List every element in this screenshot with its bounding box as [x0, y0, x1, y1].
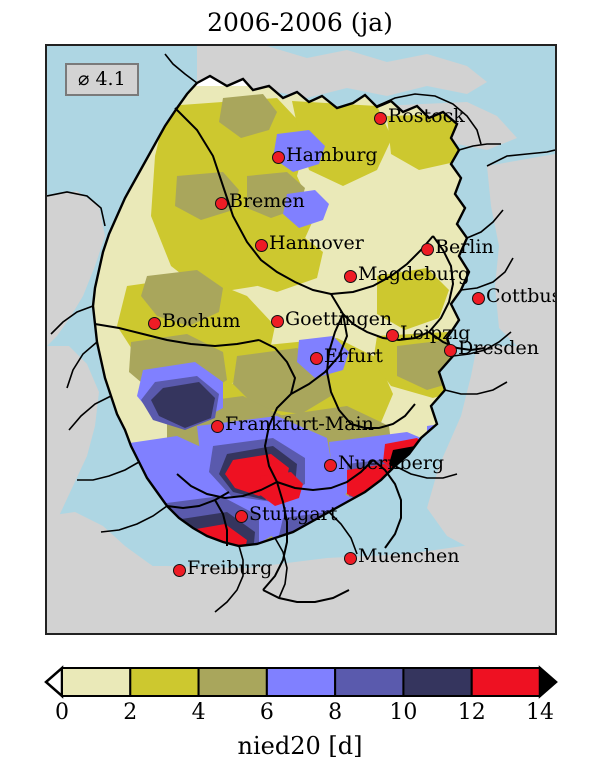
city-dot-icon	[214, 196, 228, 210]
colorbar-tick: 6	[259, 700, 274, 725]
national-border	[91, 74, 471, 548]
mean-annotation-box: ⌀ 4.1	[65, 63, 139, 96]
city-dot-icon	[343, 551, 357, 565]
colorbar-band	[197, 667, 268, 697]
colorbar-band	[129, 667, 200, 697]
city-label: Nuernberg	[338, 452, 445, 474]
colorbar-tick: 0	[55, 700, 69, 725]
city-label: Hannover	[269, 232, 364, 254]
city-label: Magdeburg	[358, 263, 470, 285]
city-label: Dresden	[458, 337, 539, 359]
city-dot-icon	[234, 509, 248, 523]
colorbar-tick-labels: 0 2 4 6 8 10 12 14	[0, 700, 600, 730]
city-label: Stuttgart	[249, 503, 338, 525]
colorbar-swatches	[44, 665, 558, 699]
city-dot-icon	[147, 316, 161, 330]
colorbar-under-arrow	[44, 665, 64, 699]
city-dot-icon	[343, 269, 357, 283]
colorbar-axis-label: nied20 [d]	[237, 732, 363, 760]
city-dot-icon	[210, 419, 224, 433]
colorbar-tick: 10	[389, 700, 418, 725]
city-dot-icon	[254, 238, 268, 252]
mean-value: 4.1	[95, 68, 126, 90]
city-label: Hamburg	[286, 144, 378, 166]
colorbar-over-arrow	[538, 665, 558, 699]
figure-title: 2006-2006 (ja)	[207, 8, 393, 37]
state-borders	[94, 107, 486, 603]
city-label: Frankfurt-Main	[225, 413, 374, 435]
germany-precip-map	[47, 46, 555, 633]
city-label: Erfurt	[324, 345, 383, 367]
city-label: Leipzig	[400, 322, 471, 344]
city-label: Muenchen	[358, 545, 460, 567]
city-label: Berlin	[435, 236, 494, 258]
city-dot-icon	[172, 563, 186, 577]
colorbar-band	[402, 667, 473, 697]
city-dot-icon	[443, 343, 457, 357]
coastline	[47, 53, 555, 613]
city-dot-icon	[373, 111, 387, 125]
city-dot-icon	[270, 314, 284, 328]
mean-symbol: ⌀	[78, 68, 90, 90]
city-label: Bochum	[162, 310, 241, 332]
colorbar-tick: 14	[526, 700, 554, 725]
city-label: Rostock	[388, 105, 465, 127]
colorbar-tick: 4	[191, 700, 206, 725]
city-label: Bremen	[229, 190, 305, 212]
city-dot-icon	[385, 328, 399, 342]
colorbar-tick: 2	[123, 700, 138, 725]
city-label: Goettingen	[285, 308, 393, 330]
city-dot-icon	[471, 291, 485, 305]
colorbar: 0 2 4 6 8 10 12 14 nied20 [d]	[0, 662, 600, 780]
city-dot-icon	[420, 242, 434, 256]
colorbar-band	[470, 667, 542, 697]
city-dot-icon	[271, 150, 285, 164]
city-label: Cottbus	[486, 285, 557, 307]
city-dot-icon	[309, 351, 323, 365]
map-panel: ⌀ 4.1 Rostock Hamburg Bremen Hannover Berlin M…	[45, 44, 557, 635]
city-dot-icon	[323, 458, 337, 472]
colorbar-tick: 12	[457, 700, 486, 725]
colorbar-band	[334, 667, 405, 697]
colorbar-band	[265, 667, 337, 697]
city-label: Freiburg	[187, 557, 273, 579]
colorbar-tick: 8	[328, 700, 343, 725]
colorbar-band	[61, 667, 132, 697]
